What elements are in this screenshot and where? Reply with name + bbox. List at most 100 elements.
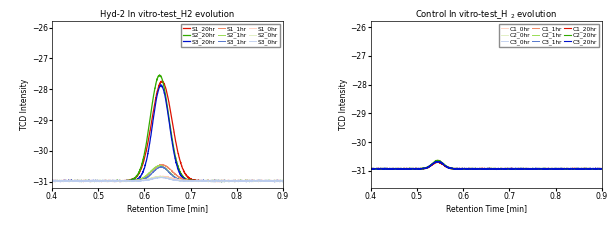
C2_20hr (434, 159, 441, 162)
S3_1hr (273, 180, 280, 183)
C3_0hr (598, 168, 606, 170)
C3_20hr (434, 160, 442, 163)
C1_0hr (591, 167, 599, 170)
C2_20hr (598, 167, 606, 170)
C3_1hr (549, 168, 557, 170)
S1_1hr (207, 180, 214, 183)
C1_20hr (367, 168, 375, 170)
S3_0hr (112, 180, 119, 183)
S2_20hr (273, 179, 280, 182)
C1_20hr (587, 168, 594, 171)
C2_0hr (592, 168, 599, 171)
S1_0hr (60, 179, 67, 182)
S1_0hr (279, 179, 287, 182)
C1_20hr (480, 167, 487, 170)
C3_1hr (434, 159, 441, 162)
C3_0hr (474, 168, 481, 170)
C1_20hr (598, 168, 606, 170)
S3_20hr (279, 179, 287, 182)
C1_0hr (367, 168, 375, 171)
S1_0hr (161, 175, 168, 178)
C2_20hr (591, 167, 599, 170)
S3_20hr (48, 180, 56, 183)
C2_20hr (512, 168, 519, 171)
C1_1hr (434, 160, 442, 163)
S2_1hr (273, 180, 280, 183)
S1_1hr (155, 164, 162, 167)
S1_1hr (161, 164, 168, 167)
C1_1hr (480, 167, 487, 170)
C2_1hr (480, 168, 487, 170)
S2_20hr (155, 75, 162, 78)
S2_0hr (273, 180, 280, 183)
C1_1hr (367, 167, 375, 170)
C1_0hr (433, 159, 441, 162)
S2_1hr (161, 166, 168, 169)
S2_0hr (161, 176, 168, 179)
C2_20hr (480, 168, 487, 170)
C2_0hr (474, 168, 481, 170)
S1_1hr (159, 163, 166, 166)
C1_0hr (549, 167, 557, 170)
C2_0hr (591, 167, 599, 170)
S2_1hr (155, 165, 162, 168)
S3_1hr (279, 180, 287, 183)
Line: S2_1hr: S2_1hr (52, 165, 283, 182)
S3_1hr (161, 167, 168, 169)
C3_0hr (480, 168, 487, 171)
C1_20hr (591, 168, 599, 170)
C1_0hr (377, 168, 384, 171)
C3_20hr (591, 167, 599, 169)
S3_0hr (60, 179, 67, 182)
S3_1hr (273, 179, 280, 182)
Line: S2_0hr: S2_0hr (52, 177, 283, 182)
S2_0hr (155, 175, 162, 178)
S1_20hr (60, 180, 67, 183)
Line: S3_20hr: S3_20hr (52, 85, 283, 182)
C2_0hr (367, 167, 375, 170)
C2_20hr (549, 167, 557, 170)
C2_0hr (598, 168, 606, 170)
C1_0hr (474, 167, 481, 170)
S3_20hr (161, 92, 168, 94)
C2_20hr (367, 167, 375, 170)
S2_20hr (218, 180, 225, 183)
S1_20hr (273, 180, 280, 183)
S3_20hr (60, 180, 67, 183)
C1_0hr (480, 167, 487, 170)
S3_1hr (230, 179, 238, 182)
C2_1hr (591, 168, 599, 170)
S1_0hr (156, 174, 164, 177)
Line: C1_20hr: C1_20hr (371, 162, 602, 169)
X-axis label: Retention Time [min]: Retention Time [min] (127, 204, 208, 213)
Line: S1_20hr: S1_20hr (52, 81, 283, 182)
Title: Control In vitro-test_H $_{2}$ evolution: Control In vitro-test_H $_{2}$ evolution (415, 8, 557, 21)
C3_20hr (379, 168, 386, 171)
S3_20hr (158, 83, 165, 86)
Line: C2_20hr: C2_20hr (371, 160, 602, 169)
C2_0hr (480, 167, 487, 170)
C3_1hr (480, 168, 487, 170)
Line: S2_20hr: S2_20hr (52, 75, 283, 182)
S2_0hr (273, 179, 280, 182)
S2_20hr (273, 180, 280, 183)
Legend: S1_20hr, S2_20hr, S3_20hr, S1_1hr, S2_1hr, S3_1hr, S1_0hr, S2_0hr, S3_0hr: S1_20hr, S2_20hr, S3_20hr, S1_1hr, S2_1h… (181, 24, 280, 47)
C3_20hr (591, 167, 599, 170)
Line: S3_1hr: S3_1hr (52, 167, 283, 182)
S2_20hr (161, 88, 168, 91)
S2_1hr (60, 179, 67, 182)
S2_20hr (156, 74, 163, 76)
S3_0hr (157, 176, 164, 178)
Y-axis label: TCD Intensity: TCD Intensity (338, 79, 348, 130)
S3_20hr (273, 180, 280, 183)
C3_0hr (477, 168, 485, 171)
C3_20hr (549, 168, 557, 171)
C2_1hr (598, 168, 606, 170)
C3_1hr (591, 167, 599, 170)
C2_0hr (549, 168, 557, 170)
S1_0hr (230, 179, 238, 182)
S2_1hr (48, 179, 56, 182)
C3_20hr (474, 167, 481, 170)
C3_0hr (591, 168, 599, 170)
C1_0hr (591, 167, 599, 170)
